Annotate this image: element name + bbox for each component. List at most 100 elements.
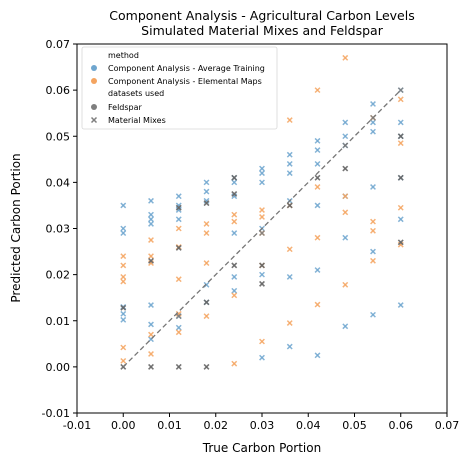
chart-marks — [120, 54, 404, 370]
data-point — [314, 87, 321, 94]
legend-label-material-mixes: Material Mixes — [108, 116, 166, 125]
data-point — [314, 160, 321, 167]
data-point — [259, 354, 265, 361]
data-point — [286, 320, 293, 326]
data-point — [175, 193, 182, 200]
data-point — [259, 214, 265, 220]
data-point — [259, 262, 265, 269]
data-point — [120, 316, 127, 323]
data-point — [342, 165, 349, 172]
data-point — [286, 151, 293, 158]
data-point — [175, 324, 182, 331]
x-tick-label: 0.03 — [250, 419, 275, 432]
data-point — [175, 225, 182, 232]
data-point — [120, 278, 127, 285]
data-point — [259, 179, 265, 186]
x-tick-label: 0.01 — [157, 419, 182, 432]
data-point — [203, 220, 210, 227]
data-point — [231, 174, 238, 181]
data-point — [231, 211, 238, 218]
data-point — [370, 227, 376, 234]
data-point — [342, 54, 349, 61]
data-point — [175, 244, 182, 251]
data-point — [259, 207, 265, 213]
data-point — [259, 271, 265, 278]
data-point — [314, 234, 321, 241]
data-point — [120, 225, 127, 232]
data-point — [120, 202, 127, 209]
data-point — [314, 174, 321, 181]
data-point — [203, 179, 210, 186]
y-tick-label: 0.03 — [46, 223, 71, 236]
legend-label-average-training: Component Analysis - Average Training — [108, 64, 265, 73]
data-point — [370, 184, 376, 190]
data-point — [370, 218, 376, 225]
data-point — [286, 160, 293, 167]
data-point — [314, 184, 321, 190]
data-point — [175, 329, 182, 336]
data-point — [231, 218, 238, 225]
data-point — [120, 357, 127, 364]
data-point — [148, 237, 154, 243]
identity-reference-line — [122, 89, 402, 368]
y-tick-label: -0.01 — [42, 407, 70, 420]
data-point — [397, 204, 404, 211]
data-point — [148, 220, 154, 227]
data-point — [148, 363, 154, 370]
data-point — [397, 302, 404, 308]
x-tick-label: 0.07 — [435, 419, 460, 432]
legend-box — [81, 46, 278, 130]
data-point — [231, 292, 238, 299]
data-point — [231, 274, 238, 280]
legend-title-method: method — [108, 51, 139, 60]
data-point — [370, 311, 376, 318]
data-point — [231, 287, 238, 294]
x-tick-label: 0.06 — [389, 419, 414, 432]
data-point — [370, 248, 376, 255]
x-tick-label: -0.01 — [63, 419, 91, 432]
data-point — [175, 216, 182, 223]
data-point — [259, 170, 265, 177]
x-tick-label: 0.00 — [111, 419, 136, 432]
data-point — [203, 260, 210, 267]
data-point — [148, 216, 154, 223]
data-point — [175, 276, 182, 283]
data-point — [370, 128, 376, 135]
data-point — [148, 253, 154, 260]
legend-title-datasets: datasets used — [108, 89, 164, 98]
legend-marker-average-training — [91, 65, 97, 71]
data-point — [397, 133, 404, 140]
data-point — [203, 200, 210, 207]
data-point — [203, 188, 210, 195]
reference-line-group — [122, 89, 402, 368]
data-point — [342, 281, 349, 288]
data-point — [148, 197, 154, 204]
data-point — [397, 96, 404, 103]
data-point — [314, 147, 321, 154]
data-point — [342, 323, 349, 330]
x-tick-label: 0.02 — [204, 419, 229, 432]
x-axis-label: True Carbon Portion — [202, 441, 321, 455]
legend-label-feldspar: Feldspar — [108, 103, 143, 112]
data-point — [175, 313, 182, 320]
data-point — [397, 87, 404, 94]
y-tick-label: 0.07 — [46, 38, 71, 51]
data-point — [397, 174, 404, 181]
data-point — [397, 239, 404, 246]
data-point — [286, 343, 293, 350]
data-point — [370, 257, 376, 264]
data-point — [370, 101, 376, 107]
data-point — [120, 253, 127, 260]
x-tick-label: 0.05 — [342, 419, 367, 432]
legend-marker-feldspar — [91, 104, 97, 110]
data-point — [259, 338, 265, 345]
y-tick-label: 0.01 — [46, 315, 71, 328]
data-point — [120, 262, 127, 269]
chart-subtitle: Simulated Material Mixes and Feldspar — [141, 23, 384, 38]
data-point — [148, 351, 154, 357]
data-point — [286, 117, 293, 124]
y-tick-label: 0.00 — [46, 361, 71, 374]
legend-marker-material-mixes — [90, 116, 98, 124]
data-point — [120, 344, 127, 351]
y-axis-label: Predicted Carbon Portion — [9, 153, 23, 302]
